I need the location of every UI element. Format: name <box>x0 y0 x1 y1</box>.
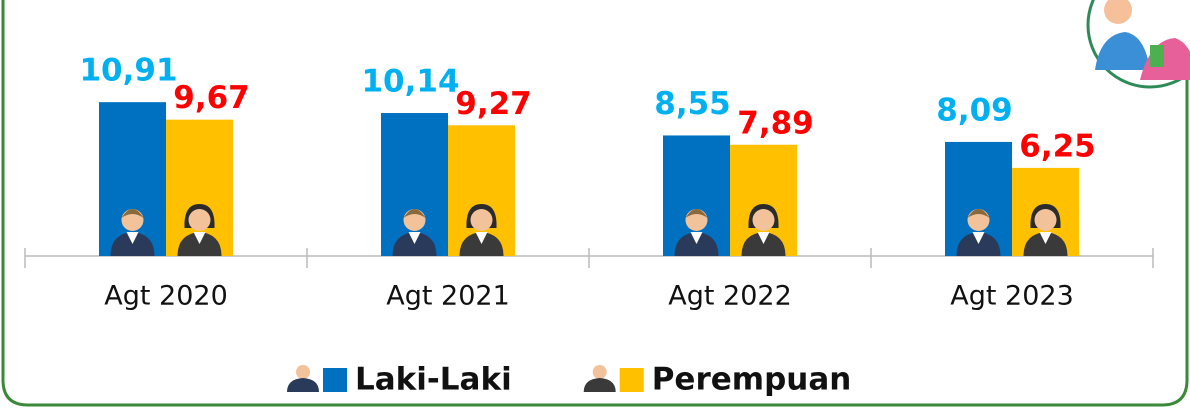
icon-head <box>753 209 775 231</box>
value-label: 10,14 <box>361 64 459 100</box>
legend-label: Laki-Laki <box>355 362 512 398</box>
legend-swatch <box>620 368 644 392</box>
corner-badge <box>1088 0 1190 87</box>
legend-item: Perempuan <box>584 362 852 398</box>
icon-head <box>1035 209 1057 231</box>
legend-icon <box>584 365 616 392</box>
value-label: 9,67 <box>173 80 250 116</box>
value-label: 8,55 <box>654 86 731 122</box>
legend-item: Laki-Laki <box>287 362 512 398</box>
icon-head <box>593 365 607 379</box>
icon-head <box>189 209 211 231</box>
value-label: 7,89 <box>737 105 814 141</box>
value-label: 9,27 <box>455 86 532 122</box>
x-tick-label: Agt 2021 <box>386 281 510 312</box>
icon-body <box>584 378 616 392</box>
legend-label: Perempuan <box>652 362 852 398</box>
value-label: 8,09 <box>936 92 1013 128</box>
x-tick-label: Agt 2023 <box>950 281 1074 312</box>
value-label: 10,91 <box>79 53 177 89</box>
x-tick-label: Agt 2022 <box>668 281 792 312</box>
icon-head <box>296 365 310 379</box>
icon-head <box>471 209 493 231</box>
page: {"chart_data": {"type": "bar", "categori… <box>0 0 1190 411</box>
x-tick-label: Agt 2020 <box>104 281 228 312</box>
legend-swatch <box>323 368 347 392</box>
legend-icon <box>287 365 319 392</box>
chart: Agt 2020 10,919,67 Agt 2021 10,149,27 Agt 20… <box>0 0 1190 411</box>
icon-body <box>287 378 319 392</box>
value-label: 6,25 <box>1019 128 1096 164</box>
